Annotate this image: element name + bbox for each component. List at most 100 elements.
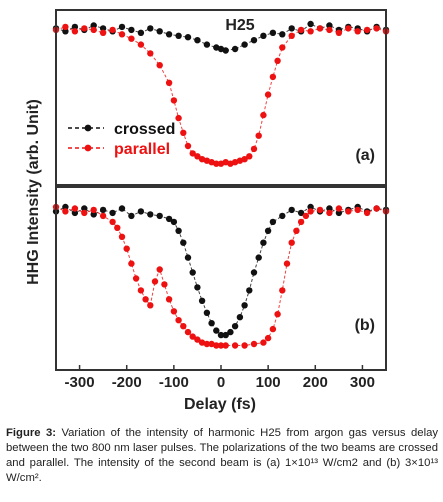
point-crossed-panel-1-14 — [184, 34, 192, 41]
point-parallel-panel-2-41 — [293, 227, 300, 234]
point-crossed-panel-2-5 — [99, 206, 107, 214]
point-parallel-panel-1-22 — [213, 160, 220, 167]
point-parallel-panel-2-48 — [345, 208, 352, 215]
point-crossed-panel-2-26 — [231, 323, 239, 330]
figure-caption: Figure 3: Variation of the intensity of … — [6, 426, 438, 486]
point-crossed-panel-1-11 — [156, 28, 163, 35]
point-crossed-panel-2-29 — [246, 287, 253, 294]
point-parallel-panel-2-25 — [198, 339, 206, 346]
point-parallel-panel-2-9 — [123, 245, 130, 252]
point-parallel-panel-2-21 — [180, 323, 187, 330]
point-crossed-panel-2-35 — [279, 212, 286, 220]
point-crossed-panel-2-28 — [241, 302, 248, 309]
point-parallel-panel-2-34 — [260, 339, 267, 346]
point-parallel-panel-1-33 — [264, 91, 272, 98]
point-crossed-panel-1-22 — [250, 37, 258, 44]
point-crossed-panel-1-15 — [194, 37, 201, 44]
point-parallel-panel-2-5 — [99, 212, 107, 220]
point-parallel-panel-2-22 — [184, 328, 192, 336]
point-crossed-panel-1-23 — [260, 32, 267, 39]
point-crossed-panel-2-40 — [326, 205, 333, 212]
point-parallel-panel-1-16 — [184, 142, 192, 150]
point-parallel-panel-1-39 — [307, 28, 314, 35]
point-parallel-panel-1-8 — [128, 35, 135, 42]
x-tick-label: 0 — [217, 374, 225, 391]
point-parallel-panel-1-38 — [297, 26, 305, 34]
point-parallel-panel-2-20 — [175, 317, 182, 324]
point-parallel-panel-1-42 — [335, 29, 343, 36]
point-parallel-panel-1-36 — [279, 44, 286, 51]
panel-b-marks — [52, 203, 390, 349]
point-parallel-panel-2-6 — [109, 218, 116, 226]
point-crossed-panel-1-16 — [203, 41, 211, 48]
point-parallel-panel-2-39 — [283, 260, 291, 267]
x-axis-ticks: -300 -200 -100 0 100 200 300 — [65, 365, 375, 391]
point-crossed-panel-2-37 — [297, 209, 305, 217]
point-crossed-panel-1-25 — [279, 31, 286, 38]
point-parallel-panel-1-43 — [345, 25, 352, 32]
point-parallel-panel-1-6 — [109, 26, 116, 34]
point-parallel-panel-1-9 — [137, 41, 145, 48]
x-tick-label: 300 — [350, 374, 375, 391]
point-parallel-panel-2-4 — [90, 206, 97, 214]
point-parallel-panel-1-14 — [175, 114, 182, 122]
panel-b-label: (b) — [355, 317, 375, 334]
point-parallel-panel-2-26 — [203, 340, 211, 348]
point-crossed-panel-2-15 — [180, 239, 187, 246]
point-parallel-panel-1-10 — [147, 50, 154, 57]
point-parallel-panel-1-46 — [373, 25, 380, 32]
series-line-crossed-panel-2 — [55, 206, 387, 336]
point-crossed-panel-1-5 — [99, 25, 107, 32]
point-parallel-panel-2-31 — [231, 342, 239, 349]
point-crossed-panel-2-8 — [128, 212, 135, 220]
point-crossed-panel-2-23 — [217, 331, 225, 339]
point-parallel-panel-2-30 — [222, 342, 229, 349]
point-crossed-panel-2-17 — [189, 269, 196, 276]
point-crossed-panel-1-20 — [231, 45, 239, 53]
point-crossed-panel-2-25 — [227, 328, 234, 336]
point-crossed-panel-1-4 — [90, 22, 97, 29]
point-crossed-panel-2-19 — [198, 297, 206, 304]
point-crossed-panel-2-20 — [203, 309, 211, 316]
point-crossed-panel-2-41 — [335, 209, 343, 217]
point-crossed-panel-1-7 — [118, 23, 126, 31]
caption-text: Variation of the intensity of harmonic H… — [6, 427, 439, 484]
point-crossed-panel-2-22 — [213, 327, 220, 334]
legend-parallel-marker — [84, 144, 92, 152]
point-crossed-panel-2-1 — [62, 203, 69, 211]
point-parallel-panel-1-29 — [246, 153, 253, 160]
point-crossed-panel-2-16 — [184, 254, 192, 261]
point-parallel-panel-1-5 — [99, 29, 107, 36]
panel-a-marks — [52, 20, 390, 167]
point-parallel-panel-1-19 — [198, 156, 206, 163]
point-parallel-panel-1-26 — [231, 159, 239, 166]
point-parallel-panel-2-43 — [302, 212, 310, 220]
point-crossed-panel-2-10 — [147, 211, 154, 218]
point-parallel-panel-1-2 — [71, 28, 79, 35]
point-crossed-panel-1-30 — [326, 22, 333, 29]
point-parallel-panel-2-45 — [316, 206, 324, 214]
point-crossed-panel-1-28 — [307, 20, 314, 28]
point-crossed-panel-2-11 — [156, 212, 163, 220]
point-crossed-panel-2-14 — [175, 227, 182, 234]
point-parallel-panel-1-30 — [250, 145, 258, 153]
point-parallel-panel-2-38 — [279, 287, 286, 294]
x-axis-label: Delay (fs) — [184, 396, 256, 413]
point-parallel-panel-2-15 — [151, 278, 159, 285]
legend-parallel-label: parallel — [114, 141, 170, 158]
point-crossed-panel-2-38 — [307, 203, 314, 211]
legend-crossed-marker — [84, 124, 92, 132]
point-crossed-panel-2-27 — [236, 314, 244, 321]
point-crossed-panel-2-9 — [137, 208, 145, 215]
point-crossed-panel-1-26 — [288, 25, 295, 32]
legend: crossed parallel — [68, 121, 175, 158]
point-parallel-panel-2-23 — [189, 333, 196, 340]
point-crossed-panel-1-2 — [71, 23, 79, 31]
point-crossed-panel-2-7 — [118, 205, 126, 212]
point-parallel-panel-2-8 — [118, 233, 126, 240]
point-parallel-panel-1-4 — [90, 26, 97, 34]
point-parallel-panel-1-17 — [189, 150, 196, 157]
point-parallel-panel-1-40 — [316, 25, 324, 32]
point-parallel-panel-2-14 — [147, 302, 154, 309]
point-crossed-panel-2-24 — [222, 331, 229, 339]
